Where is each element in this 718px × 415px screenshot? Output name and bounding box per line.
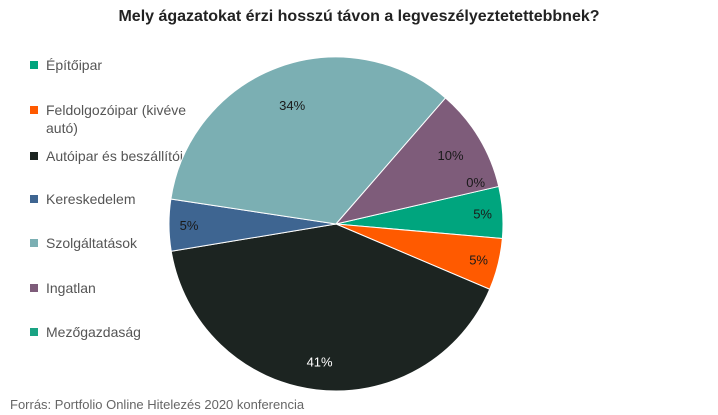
legend-swatch: [30, 61, 38, 69]
slice-label: 5%: [469, 253, 488, 268]
legend-label: Feldolgozóipar (kivéve autó): [46, 102, 187, 136]
pie-slice: [170, 56, 447, 225]
legend-label: Ingatlan: [46, 280, 96, 296]
legend-swatch: [30, 284, 38, 292]
source-note: Forrás: Portfolio Online Hitelezés 2020 …: [10, 397, 305, 412]
legend-swatch: [30, 195, 38, 203]
legend-swatch: [30, 106, 38, 114]
slice-label: 0%: [466, 175, 485, 190]
legend-label: Szolgáltatások: [46, 235, 138, 251]
legend-label: Kereskedelem: [46, 191, 136, 207]
pie-slice: [334, 97, 500, 225]
slice-label: 5%: [473, 207, 492, 222]
slice-label: 41%: [307, 355, 333, 370]
slice-label: 10%: [438, 148, 464, 163]
slice-label: 5%: [180, 218, 199, 233]
legend-swatch: [30, 152, 38, 160]
pie-slice: [170, 223, 491, 392]
slice-label: 34%: [279, 98, 305, 113]
legend-label: Mezőgazdaság: [46, 324, 141, 340]
legend-label: Építőipar: [46, 57, 103, 73]
chart-title: Mely ágazatokat érzi hosszú távon a legv…: [118, 8, 600, 25]
legend-swatch: [30, 328, 38, 336]
legend-label: Autóipar és beszállítói: [46, 148, 183, 164]
legend-swatch: [30, 239, 38, 247]
